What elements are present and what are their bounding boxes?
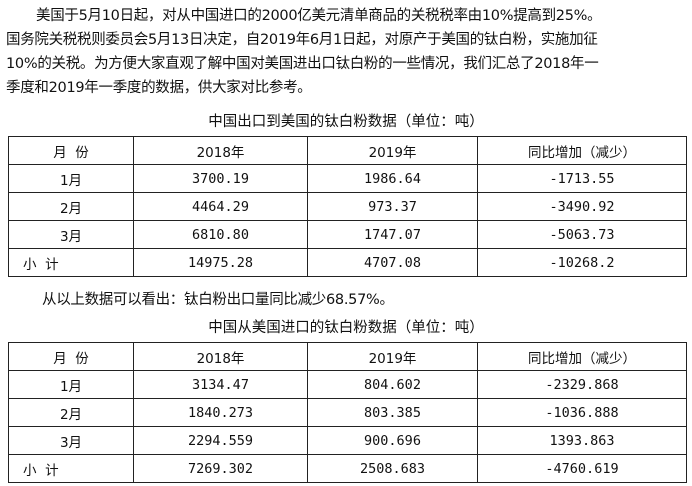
value-change: -1713.55 <box>477 164 687 193</box>
subtotal-label: 小 计 <box>8 454 134 483</box>
intro-line-4: 季度和2019年一季度的数据，供大家对比参考。 <box>6 80 312 96</box>
subtotal-row: 小 计 7269.302 2508.683 -4760.619 <box>8 454 687 483</box>
value-2018: 3134.47 <box>133 370 308 399</box>
value-2019: 803.385 <box>307 398 478 427</box>
intro-line-2: 国务院关税税则委员会5月13日决定，自2019年6月1日起，对原产于美国的钛白粉… <box>6 32 598 48</box>
value-2019: 1747.07 <box>307 220 478 249</box>
value-2018: 3700.19 <box>133 164 308 193</box>
header-change: 同比增加（减少） <box>477 136 687 165</box>
value-2018: 14975.28 <box>133 248 308 277</box>
value-2019: 900.696 <box>307 426 478 455</box>
value-2019: 1986.64 <box>307 164 478 193</box>
value-2019: 2508.683 <box>307 454 478 483</box>
table-row: 2月 1840.273 803.385 -1036.888 <box>8 398 687 427</box>
intro-line-3: 10%的关税。为方便大家直观了解中国对美国进出口钛白粉的一些情况，我们汇总了20… <box>6 56 599 72</box>
month-cell: 2月 <box>8 192 134 221</box>
value-change: -1036.888 <box>477 398 687 427</box>
value-change: -3490.92 <box>477 192 687 221</box>
value-change: -2329.868 <box>477 370 687 399</box>
header-month: 月 份 <box>8 342 134 371</box>
month-cell: 1月 <box>8 370 134 399</box>
value-change: -5063.73 <box>477 220 687 249</box>
table-row: 1月 3134.47 804.602 -2329.868 <box>8 370 687 399</box>
header-change: 同比增加（减少） <box>477 342 687 371</box>
header-2018: 2018年 <box>133 342 308 371</box>
header-2019: 2019年 <box>307 342 478 371</box>
value-change: -10268.2 <box>477 248 687 277</box>
value-2018: 6810.80 <box>133 220 308 249</box>
subtotal-row: 小 计 14975.28 4707.08 -10268.2 <box>8 248 687 277</box>
value-2019: 973.37 <box>307 192 478 221</box>
value-2019: 4707.08 <box>307 248 478 277</box>
month-cell: 2月 <box>8 398 134 427</box>
value-change: 1393.863 <box>477 426 687 455</box>
table-row: 3月 2294.559 900.696 1393.863 <box>8 426 687 455</box>
header-month: 月 份 <box>8 136 134 165</box>
summary-text: 从以上数据可以看出：钛白粉出口量同比减少68.57%。 <box>42 292 394 308</box>
intro-line-1: 美国于5月10日起，对从中国进口的2000亿美元清单商品的关税税率由10%提高到… <box>36 8 602 24</box>
month-cell: 3月 <box>8 220 134 249</box>
value-2018: 2294.559 <box>133 426 308 455</box>
header-2019: 2019年 <box>307 136 478 165</box>
export-table: 月 份 2018年 2019年 同比增加（减少） 1月 3700.19 1986… <box>8 136 687 277</box>
month-cell: 1月 <box>8 164 134 193</box>
table-header-row: 月 份 2018年 2019年 同比增加（减少） <box>8 342 687 371</box>
table-row: 2月 4464.29 973.37 -3490.92 <box>8 192 687 221</box>
month-cell: 3月 <box>8 426 134 455</box>
value-2018: 4464.29 <box>133 192 308 221</box>
value-2018: 1840.273 <box>133 398 308 427</box>
table-row: 3月 6810.80 1747.07 -5063.73 <box>8 220 687 249</box>
table-header-row: 月 份 2018年 2019年 同比增加（减少） <box>8 136 687 165</box>
table-row: 1月 3700.19 1986.64 -1713.55 <box>8 164 687 193</box>
value-2018: 7269.302 <box>133 454 308 483</box>
value-2019: 804.602 <box>307 370 478 399</box>
value-change: -4760.619 <box>477 454 687 483</box>
subtotal-label: 小 计 <box>8 248 134 277</box>
header-2018: 2018年 <box>133 136 308 165</box>
import-table-title: 中国从美国进口的钛白粉数据（单位：吨） <box>208 320 484 336</box>
import-table: 月 份 2018年 2019年 同比增加（减少） 1月 3134.47 804.… <box>8 342 687 483</box>
export-table-title: 中国出口到美国的钛白粉数据（单位：吨） <box>208 114 484 130</box>
